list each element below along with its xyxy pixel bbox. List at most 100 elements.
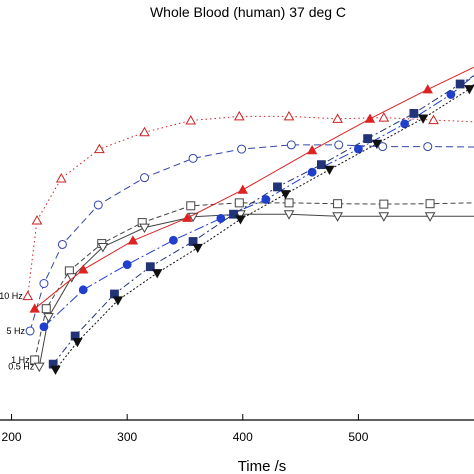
data-point bbox=[29, 303, 40, 313]
series-0-5-hz bbox=[33, 210, 474, 373]
data-point bbox=[324, 165, 335, 175]
data-point bbox=[280, 190, 291, 200]
data-point bbox=[169, 235, 178, 245]
data-point bbox=[283, 210, 295, 220]
data-point bbox=[378, 112, 390, 122]
data-point bbox=[39, 322, 49, 332]
chart-title: Whole Blood (human) 37 deg C bbox=[150, 4, 346, 20]
data-point bbox=[446, 90, 456, 99]
data-point bbox=[78, 285, 88, 295]
series-navy-filled bbox=[48, 75, 474, 369]
series-layer bbox=[22, 66, 474, 375]
series-line-navy-filled bbox=[52, 75, 474, 365]
data-point bbox=[333, 199, 343, 209]
data-point bbox=[139, 126, 150, 137]
series-10-hz bbox=[22, 110, 474, 301]
data-point bbox=[334, 140, 344, 150]
data-point bbox=[332, 113, 343, 123]
data-point bbox=[235, 215, 246, 225]
data-point bbox=[216, 213, 226, 223]
x-tick-label: 400 bbox=[233, 430, 253, 444]
x-tick-label: 500 bbox=[348, 430, 368, 444]
data-point bbox=[192, 243, 203, 254]
data-point bbox=[186, 201, 196, 211]
data-point bbox=[307, 167, 317, 177]
data-point bbox=[22, 290, 34, 301]
data-point bbox=[273, 182, 282, 192]
series-labels: 10 Hz 5 Hz 1 Hz0.5 Hz bbox=[0, 291, 35, 372]
data-point bbox=[371, 139, 383, 149]
data-point bbox=[425, 199, 435, 209]
series-label-1-hz: 1 Hz bbox=[11, 355, 30, 365]
data-point bbox=[378, 142, 388, 152]
series-black-filled bbox=[50, 83, 474, 375]
data-point bbox=[261, 195, 271, 204]
x-axis-ticks: 200 300 400 500 bbox=[2, 414, 369, 444]
data-point bbox=[188, 237, 198, 246]
data-point bbox=[455, 79, 465, 89]
data-point bbox=[31, 214, 43, 225]
data-point bbox=[187, 212, 199, 223]
x-axis-label: Time /s bbox=[238, 458, 287, 474]
series-label-5-hz: 5 Hz bbox=[7, 326, 26, 336]
series-line-0-5-hz bbox=[38, 213, 474, 367]
data-point bbox=[94, 143, 105, 154]
data-point bbox=[33, 362, 45, 373]
data-point bbox=[72, 337, 83, 348]
series-red-filled bbox=[29, 66, 474, 313]
series-1-hz bbox=[30, 198, 474, 365]
data-point bbox=[39, 279, 49, 288]
data-point bbox=[306, 145, 318, 155]
data-point bbox=[283, 110, 295, 121]
x-tick-label: 200 bbox=[2, 430, 22, 444]
data-point bbox=[400, 119, 410, 129]
data-point bbox=[25, 326, 35, 336]
data-point bbox=[185, 115, 197, 125]
data-point bbox=[66, 273, 78, 283]
series-5-hz bbox=[25, 140, 474, 336]
data-point bbox=[152, 269, 163, 279]
data-point bbox=[423, 142, 433, 152]
data-point bbox=[378, 212, 390, 222]
data-point bbox=[233, 110, 245, 121]
data-point bbox=[234, 198, 244, 208]
data-point bbox=[78, 264, 89, 274]
series-line-10-hz bbox=[27, 115, 474, 297]
series-line-1-hz bbox=[34, 202, 474, 361]
data-point bbox=[139, 223, 150, 234]
data-point bbox=[43, 313, 54, 323]
data-point bbox=[41, 304, 51, 314]
data-point bbox=[316, 160, 326, 170]
data-point bbox=[353, 144, 363, 154]
data-point bbox=[93, 200, 103, 210]
data-point bbox=[237, 184, 248, 194]
data-point bbox=[112, 296, 124, 306]
data-point bbox=[127, 235, 139, 245]
series-line-5-hz bbox=[29, 144, 474, 332]
data-point bbox=[122, 260, 132, 270]
data-point bbox=[97, 242, 109, 253]
series-blue-filled bbox=[39, 75, 474, 332]
series-label-10-hz: 10 Hz bbox=[0, 291, 23, 301]
data-point bbox=[50, 365, 61, 375]
data-point bbox=[140, 173, 150, 183]
data-point bbox=[284, 198, 294, 208]
series-line-red-filled bbox=[34, 66, 474, 310]
data-point bbox=[422, 84, 433, 94]
series-line-black-filled bbox=[55, 83, 474, 370]
data-point bbox=[55, 172, 67, 183]
data-point bbox=[464, 85, 474, 95]
data-point bbox=[409, 109, 419, 118]
data-point bbox=[188, 153, 198, 163]
data-point bbox=[57, 239, 67, 249]
data-point bbox=[379, 199, 389, 209]
data-point bbox=[145, 262, 155, 272]
data-point bbox=[424, 212, 436, 222]
data-point bbox=[363, 134, 373, 144]
data-point bbox=[237, 144, 247, 154]
data-point bbox=[229, 209, 238, 219]
data-point bbox=[332, 212, 343, 222]
data-point bbox=[286, 140, 296, 150]
data-point bbox=[364, 113, 376, 123]
